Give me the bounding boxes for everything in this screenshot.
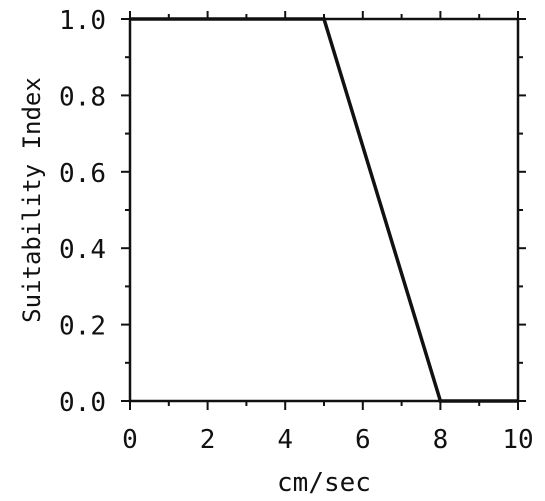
x-tick-label: 6 [355,425,371,455]
y-tick-label: 0.4 [59,235,106,265]
axes-layer [128,17,520,403]
y-tick-label: 1.0 [59,6,106,36]
x-tick-label: 0 [122,425,138,455]
x-tick-label: 8 [433,425,449,455]
tick-labels-layer: 0 2 4 6 8 10 0.0 0.2 0.4 0.6 0.8 1.0 [59,6,534,455]
y-tick-label: 0.8 [59,82,106,112]
series-layer [130,17,518,403]
suitability-curve [130,17,518,403]
x-tick-label: 4 [277,425,293,455]
plot-frame [128,17,520,403]
y-tick-label: 0.0 [59,388,106,418]
y-tick-label: 0.2 [59,312,106,342]
x-tick-label: 2 [200,425,216,455]
y-axis-title: Suitability Index [18,77,46,323]
ticks-layer [121,11,526,410]
x-axis-title: cm/sec [277,468,371,498]
y-tick-label: 0.6 [59,159,106,189]
x-tick-label: 10 [502,425,533,455]
